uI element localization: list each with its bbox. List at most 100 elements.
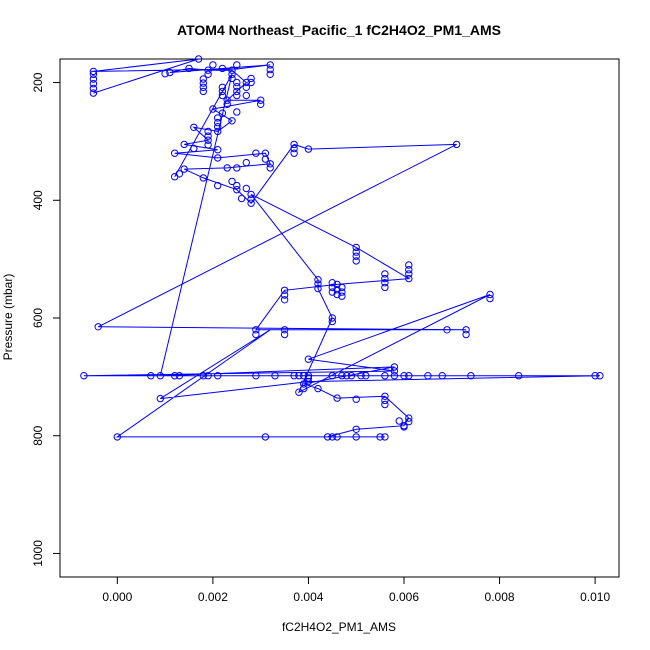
data-point	[400, 423, 408, 431]
data-point	[242, 83, 251, 92]
data-point	[214, 181, 222, 190]
data-point	[280, 326, 289, 334]
data-point	[247, 78, 255, 87]
data-point	[190, 144, 198, 153]
data-point	[314, 284, 322, 293]
data-point	[218, 109, 227, 117]
data-point	[424, 372, 432, 380]
data-point	[304, 374, 313, 382]
data-point	[266, 160, 274, 168]
data-point	[223, 100, 231, 109]
data-point	[338, 292, 346, 300]
data-point	[94, 323, 102, 331]
data-point	[233, 181, 241, 190]
y-tick-label: 400	[31, 190, 45, 210]
data-point	[252, 326, 260, 334]
data-point	[486, 294, 494, 303]
data-point	[218, 64, 227, 73]
y-tick-label: 200	[31, 72, 45, 92]
data-point	[190, 123, 198, 132]
data-point	[381, 274, 389, 283]
data-point	[596, 372, 604, 380]
chart-title: ATOM4 Northeast_Pacific_1 fC2H4O2_PM1_AM…	[177, 22, 501, 38]
data-point	[352, 248, 360, 256]
data-point	[381, 283, 389, 292]
data-point	[390, 367, 399, 375]
y-axis: 200 400 600 800 1000	[31, 72, 60, 567]
data-point	[204, 372, 212, 380]
data-point	[180, 140, 188, 149]
data-point	[89, 75, 98, 83]
data-point	[381, 372, 389, 380]
data-point	[338, 283, 346, 292]
data-point	[261, 155, 270, 163]
data-point	[199, 174, 208, 182]
data-point	[405, 417, 413, 426]
x-tick-label: 0.010	[580, 590, 610, 604]
data-point	[266, 70, 274, 79]
data-point	[462, 330, 470, 339]
data-point	[323, 433, 332, 441]
data-point	[333, 394, 341, 402]
data-point	[252, 372, 260, 380]
data-point	[89, 84, 98, 93]
data-point	[233, 108, 241, 116]
data-point	[228, 117, 236, 125]
data-point	[257, 100, 265, 109]
data-point	[405, 261, 413, 269]
data-point	[247, 195, 255, 203]
data-point	[405, 414, 413, 422]
series-line-path	[83, 58, 600, 438]
x-axis: 0.000 0.002 0.004 0.006 0.008 0.010	[102, 577, 610, 604]
data-point	[352, 395, 360, 403]
data-point	[252, 149, 260, 157]
data-point	[290, 149, 298, 157]
y-tick-label: 800	[31, 425, 45, 445]
data-point	[280, 330, 289, 339]
data-point	[209, 105, 217, 113]
data-point	[290, 372, 298, 380]
data-point	[233, 61, 241, 69]
x-tick-label: 0.006	[389, 590, 419, 604]
data-point	[304, 145, 313, 153]
data-point	[266, 65, 274, 74]
data-point	[252, 330, 260, 339]
data-point	[280, 291, 289, 299]
series-line	[83, 58, 600, 438]
data-point	[271, 372, 279, 380]
data-point	[452, 140, 461, 149]
data-point	[233, 78, 241, 87]
data-point	[357, 372, 365, 380]
data-point	[214, 372, 222, 380]
data-point	[352, 425, 360, 433]
data-point	[214, 154, 222, 162]
data-point	[381, 400, 389, 409]
data-point	[242, 158, 251, 167]
data-point	[390, 363, 399, 371]
data-point	[166, 68, 174, 77]
data-point	[405, 266, 413, 274]
data-point	[156, 394, 165, 403]
data-point	[233, 91, 241, 100]
data-point	[218, 91, 227, 100]
data-point	[233, 87, 241, 96]
data-point	[228, 177, 236, 186]
data-point	[214, 123, 222, 131]
data-point	[352, 433, 360, 441]
data-point	[338, 372, 346, 380]
data-point	[405, 270, 413, 278]
data-point	[175, 170, 184, 178]
data-point	[242, 78, 251, 87]
data-point	[214, 146, 222, 154]
data-point	[223, 96, 231, 104]
data-point	[175, 372, 184, 380]
data-point	[89, 89, 98, 97]
data-point	[467, 372, 475, 380]
data-point	[266, 61, 274, 69]
data-point	[338, 288, 346, 296]
data-point	[400, 372, 408, 380]
data-point	[204, 141, 212, 149]
data-point	[228, 66, 236, 74]
